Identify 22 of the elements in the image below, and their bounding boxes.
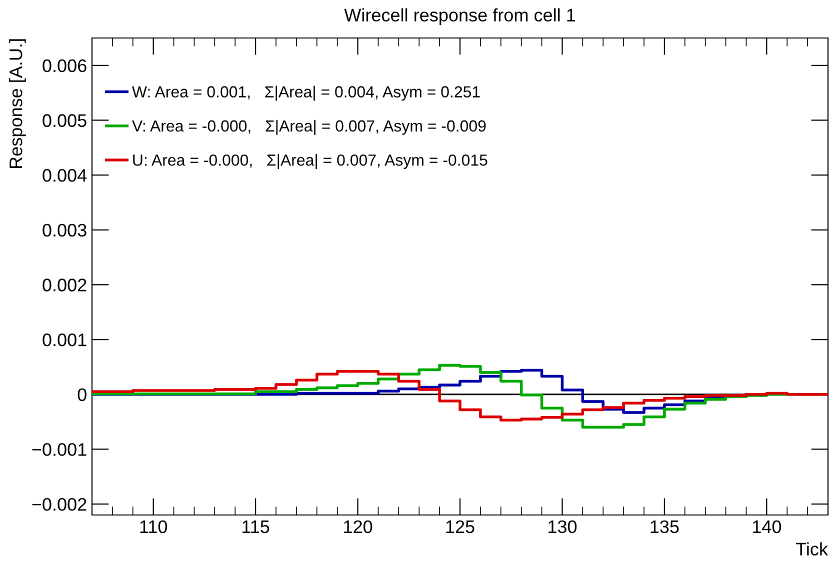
y-tick-label: 0.006: [42, 59, 86, 72]
y-tick-label: 0.001: [42, 333, 86, 346]
legend-label: U: Area = -0.000, Σ|Area| = 0.007, Asym = -0.015: [133, 154, 488, 169]
y-tick-label: 0: [78, 388, 86, 402]
x-tick-label: 130: [548, 520, 577, 534]
chart-title: Wirecell response from cell 1: [344, 8, 576, 26]
y-tick-label: −0.001: [32, 443, 86, 456]
x-tick-label: 140: [752, 520, 782, 534]
x-tick-label: 115: [242, 520, 270, 534]
x-tick-label: 110: [140, 520, 168, 534]
legend-label: W: Area = 0.001, Σ|Area| = 0.004, Asym = 0.251: [132, 86, 480, 101]
y-axis-title: Response [A.U.]: [9, 39, 26, 168]
x-tick-label: 120: [344, 520, 372, 534]
y-tick-label: 0.004: [42, 169, 87, 182]
y-tick-label: 0.002: [42, 278, 86, 292]
y-tick-label: −0.002: [32, 498, 86, 511]
x-tick-label: 125: [446, 520, 474, 534]
y-tick-label: 0.003: [42, 224, 86, 237]
legend-label: V: Area = -0.000, Σ|Area| = 0.007, Asym = -0.009: [132, 120, 486, 135]
y-tick-label: 0.005: [42, 114, 86, 127]
x-axis-title: Tick: [796, 542, 828, 556]
x-tick-label: 135: [650, 520, 679, 534]
